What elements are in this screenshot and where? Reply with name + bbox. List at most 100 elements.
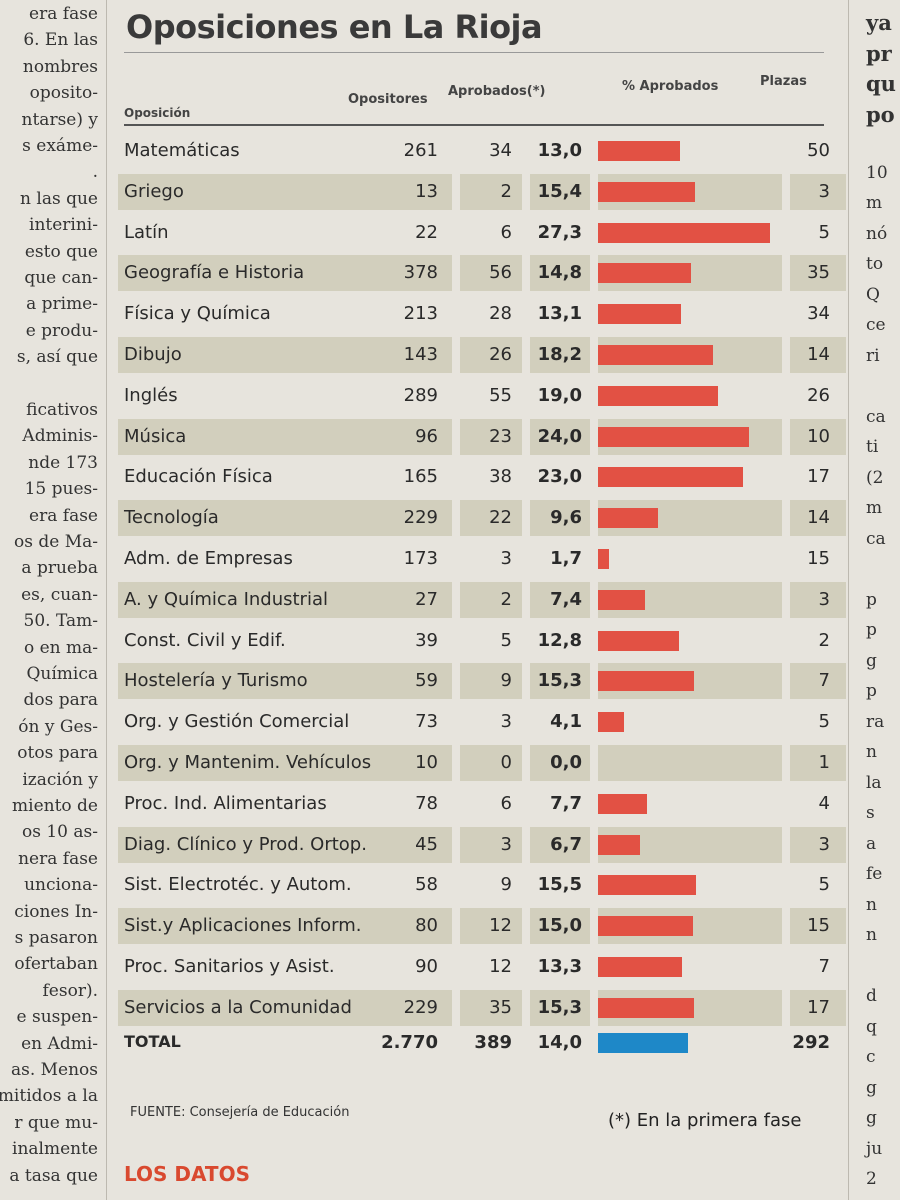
row-label: Geografía e Historia — [124, 262, 305, 284]
column-gap — [522, 581, 530, 618]
left-column-line: a tasa que — [9, 1165, 98, 1186]
pct-value: 15,5 — [537, 874, 582, 896]
column-gap — [590, 663, 598, 700]
column-gap — [452, 418, 460, 455]
left-column-line: o en ma- — [23, 637, 98, 658]
pct-value: 15,4 — [537, 180, 582, 202]
left-column-line: Química — [26, 664, 98, 684]
pct-value: 1,7 — [550, 548, 582, 569]
aprobados-value: 56 — [489, 262, 512, 284]
aprobados-value: 389 — [474, 1031, 512, 1053]
row-label: Música — [124, 425, 187, 447]
opositores-value: 261 — [403, 140, 438, 161]
aprobados-value: 22 — [489, 507, 512, 529]
right-column-line: fe — [866, 864, 883, 884]
right-column-line: to — [866, 254, 884, 274]
right-column-line: m — [866, 498, 883, 518]
row-background — [118, 581, 846, 618]
row-background — [118, 826, 846, 863]
pct-value: 9,6 — [550, 507, 582, 529]
row-label: Servicios a la Comunidad — [124, 996, 352, 1018]
column-gap — [590, 500, 598, 537]
plazas-value: 1 — [818, 752, 830, 773]
row-background — [118, 989, 846, 1026]
header-plazas: Plazas — [760, 74, 807, 89]
column-gap — [452, 826, 460, 863]
column-gap — [452, 173, 460, 210]
column-gap — [590, 418, 598, 455]
left-column-line: nde 173 — [28, 452, 98, 473]
column-gap — [452, 989, 460, 1026]
column-gap — [452, 337, 460, 373]
header-pct-aprobados: % Aprobados — [622, 79, 719, 94]
column-gap — [522, 255, 530, 292]
left-column-line: fesor). — [42, 980, 98, 1001]
row-label: Hostelería y Turismo — [124, 670, 308, 692]
left-column-line: n las que — [20, 188, 98, 209]
left-column-line: Adminis- — [22, 426, 98, 447]
right-column-line: 2 — [866, 1169, 877, 1189]
left-column-line: nera fase — [18, 848, 98, 869]
opositores-value: 165 — [403, 466, 438, 488]
pct-bar — [598, 222, 770, 243]
aprobados-value: 3 — [500, 548, 512, 569]
chart-title: Oposiciones en La Rioja — [126, 8, 543, 46]
title-divider — [124, 52, 824, 53]
left-column-line: 50. Tam- — [23, 611, 98, 632]
right-column-line: ti — [866, 437, 879, 457]
right-column-line: g — [866, 650, 877, 671]
row-label: Org. y Mantenim. Vehículos — [124, 752, 372, 773]
column-gap — [782, 418, 790, 455]
row-background — [118, 255, 846, 292]
pct-bar — [598, 630, 679, 651]
pct-value: 14,0 — [537, 1031, 582, 1053]
opositores-value: 80 — [415, 915, 438, 937]
section-label: LOS DATOS — [124, 1162, 250, 1186]
plazas-value: 15 — [807, 915, 830, 937]
pct-bar — [598, 141, 680, 161]
left-column-line: 15 pues- — [24, 479, 98, 500]
opositores-value: 22 — [415, 221, 438, 243]
plazas-value: 2 — [818, 629, 830, 651]
row-background — [118, 908, 846, 945]
column-gap — [522, 500, 530, 537]
row-background — [118, 337, 846, 373]
pct-bar — [598, 997, 695, 1018]
plazas-value: 50 — [807, 140, 830, 161]
right-column-line: a — [866, 833, 877, 854]
left-column-line: es, cuan- — [21, 584, 98, 605]
aprobados-value: 23 — [489, 425, 512, 447]
row-label: Proc. Sanitarios y Asist. — [124, 956, 335, 977]
left-column-line: era fase — [29, 4, 98, 24]
opositores-value: 73 — [415, 711, 438, 733]
total-bar — [598, 1032, 688, 1053]
left-column-line: os de Ma- — [14, 532, 98, 552]
column-gap — [782, 989, 790, 1026]
pct-bar — [598, 508, 659, 529]
pct-value: 7,4 — [550, 588, 582, 610]
right-column-line: p — [866, 620, 877, 640]
opositores-value: 173 — [403, 548, 438, 569]
left-column-line: ización y — [22, 769, 98, 790]
plazas-value: 14 — [807, 507, 830, 529]
pct-bar — [598, 549, 609, 569]
aprobados-value: 35 — [489, 996, 512, 1018]
left-column-line: era fase — [29, 505, 98, 526]
opositores-value: 39 — [415, 629, 438, 651]
aprobados-value: 0 — [500, 752, 512, 773]
column-gap — [590, 581, 598, 618]
pct-bar — [598, 304, 681, 325]
row-label: Griego — [124, 180, 184, 202]
row-label: Org. y Gestión Comercial — [124, 711, 350, 733]
column-gap — [782, 745, 790, 781]
right-column-line: g — [866, 1108, 877, 1128]
source-text: Consejería de Educación — [189, 1105, 350, 1120]
column-gap — [522, 989, 530, 1026]
left-column-line: miento de — [12, 796, 98, 816]
column-gap — [782, 581, 790, 618]
opositores-value: 45 — [415, 833, 438, 855]
pct-value: 0,0 — [550, 752, 582, 773]
right-column-line: 10 — [866, 162, 888, 183]
pct-value: 13,1 — [537, 303, 582, 325]
